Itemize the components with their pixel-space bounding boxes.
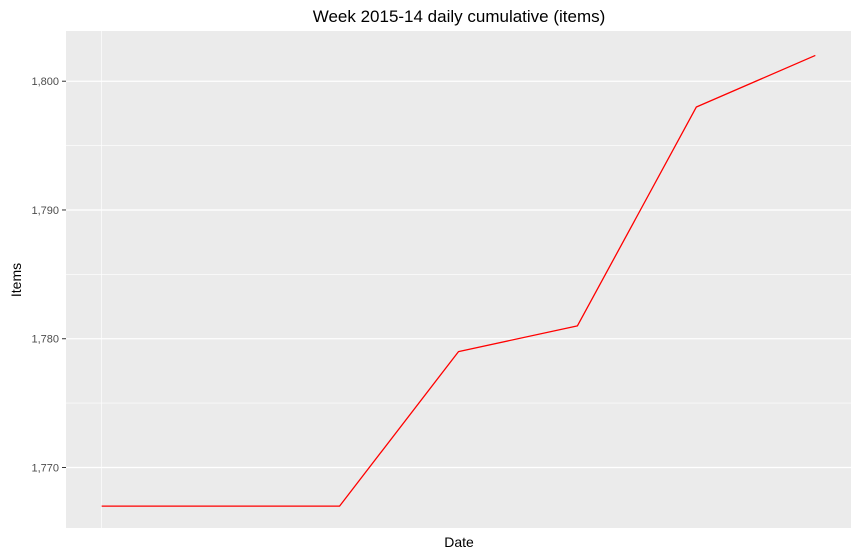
x-axis-title: Date xyxy=(444,534,474,550)
series-line xyxy=(101,54,816,507)
y-axis-ticks: 1,770 1,780 1,790 1,800 xyxy=(31,76,66,474)
y-tick-label: 1,790 xyxy=(31,205,59,217)
y-tick-label: 1,780 xyxy=(31,334,59,346)
y-axis-title: Items xyxy=(8,263,24,297)
plot-panel xyxy=(66,31,851,528)
y-tick-label: 1,770 xyxy=(31,462,59,474)
series-layer xyxy=(101,54,816,507)
y-tick-label: 1,800 xyxy=(31,76,59,88)
chart-title: Week 2015-14 daily cumulative (items) xyxy=(313,7,606,26)
grid-major-lines xyxy=(66,80,851,469)
grid-minor-lines xyxy=(66,31,851,528)
